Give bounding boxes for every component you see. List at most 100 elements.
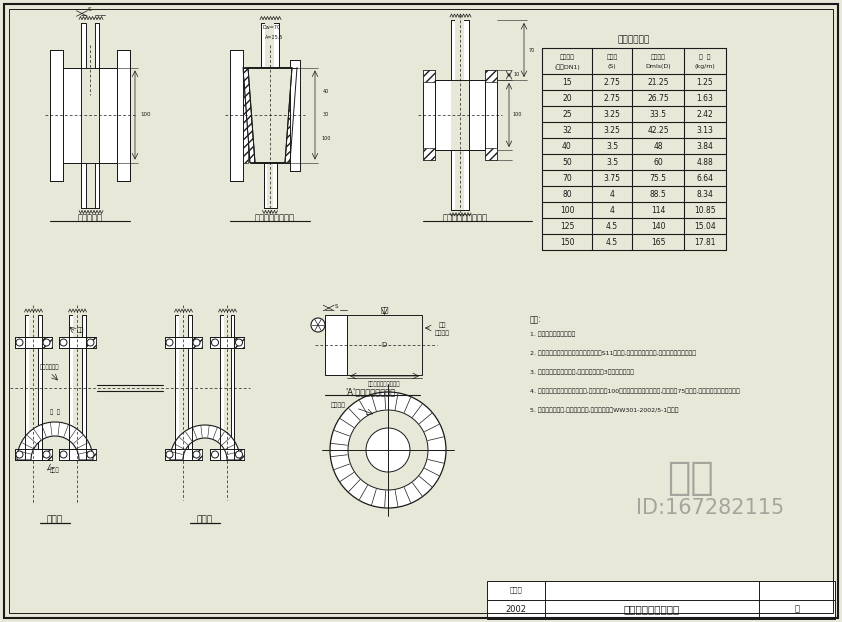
Text: 100: 100 [322,136,331,141]
Bar [38,315,41,460]
Bar [231,315,234,460]
Text: 应不大于铸铁管距口径: 应不大于铸铁管距口径 [368,381,401,387]
Text: 3.5: 3.5 [606,142,618,151]
Bar [469,80,485,150]
Bar [273,162,275,208]
Text: 80: 80 [562,190,572,199]
Circle shape [60,339,67,346]
Bar [94,162,99,208]
Text: 3.84: 3.84 [696,142,713,151]
Bar [97,384,163,391]
Bar [38,315,41,460]
Text: 钢管: 钢管 [381,307,389,313]
Bar [451,150,455,210]
Text: 铸铁: 铸铁 [438,322,445,328]
Text: ID:167282115: ID:167282115 [636,498,784,518]
Bar [72,315,82,460]
Bar [191,449,201,460]
Bar [325,315,347,375]
Bar [164,337,201,348]
Bar [423,148,435,160]
Bar [455,20,464,80]
Bar [451,150,469,210]
Text: 4.88: 4.88 [696,159,713,167]
Text: 140: 140 [651,222,665,231]
Bar [50,50,63,180]
Bar [210,337,220,348]
Bar [117,50,130,68]
Text: S: S [88,7,92,12]
Text: A=25.5: A=25.5 [265,35,283,40]
Text: 重  量: 重 量 [699,54,711,60]
Text: 异径管: 异径管 [197,516,213,524]
Bar [231,315,234,460]
Text: 6.64: 6.64 [696,174,713,183]
Bar [58,337,95,348]
Text: 10: 10 [514,73,520,78]
Polygon shape [248,68,292,162]
Bar [464,20,468,80]
Bar [14,449,24,460]
Text: 钢管: 钢管 [77,327,83,333]
Text: (kg/m): (kg/m) [695,64,716,69]
Text: 焊接钢管规格: 焊接钢管规格 [618,35,650,45]
Text: 建期新: 建期新 [509,587,522,593]
Text: 8.34: 8.34 [696,190,713,199]
Circle shape [43,451,50,458]
Bar [63,68,81,162]
Text: Dw=70: Dw=70 [263,25,281,30]
Circle shape [43,339,50,346]
Bar [223,315,231,460]
Text: 3. 钢管与铸铁管靠拢连接,管管口互加所门3盘需要大钢掣。: 3. 钢管与铸铁管靠拢连接,管管口互加所门3盘需要大钢掣。 [530,369,634,375]
Text: 知末: 知末 [667,459,713,497]
Text: 4.5: 4.5 [606,238,618,248]
Text: 2.42: 2.42 [696,110,713,119]
Circle shape [166,451,173,458]
Bar [455,150,464,210]
Bar [117,162,130,180]
Bar [274,22,278,68]
Bar [82,315,86,460]
Bar [63,68,81,162]
Polygon shape [17,422,93,460]
Circle shape [211,451,219,458]
Bar [243,68,248,162]
Text: 100: 100 [512,113,522,118]
Text: 2.75: 2.75 [604,95,621,103]
Text: (S): (S) [608,64,616,69]
Text: 变更管径异形平接头: 变更管径异形平接头 [443,213,488,223]
Text: 70: 70 [529,47,536,52]
Bar [423,70,435,160]
Bar [14,449,51,460]
Bar [261,22,265,68]
Text: 48: 48 [653,142,663,151]
Text: 3.13: 3.13 [696,126,713,136]
Bar [86,22,94,68]
Text: 32: 32 [562,126,572,136]
Bar [347,315,422,375]
Circle shape [87,451,94,458]
Text: 50: 50 [562,159,572,167]
Polygon shape [285,68,297,162]
Text: Dmls(D): Dmls(D) [645,64,671,69]
Bar [164,449,174,460]
Circle shape [236,451,242,458]
Circle shape [193,339,200,346]
Bar [423,70,435,82]
Text: 4.5: 4.5 [606,222,618,231]
Bar [435,80,451,150]
Bar [230,50,243,180]
Bar [58,337,68,348]
Polygon shape [243,68,255,162]
Bar [469,80,485,150]
Bar [451,20,455,80]
Bar [210,449,220,460]
Circle shape [236,339,242,346]
Text: 114: 114 [651,207,665,215]
Text: 变更管径套管接头: 变更管径套管接头 [255,213,295,223]
Text: 60: 60 [653,159,663,167]
Bar [435,80,451,150]
Text: 21.25: 21.25 [647,78,669,87]
Text: 125: 125 [560,222,574,231]
Circle shape [311,318,325,332]
